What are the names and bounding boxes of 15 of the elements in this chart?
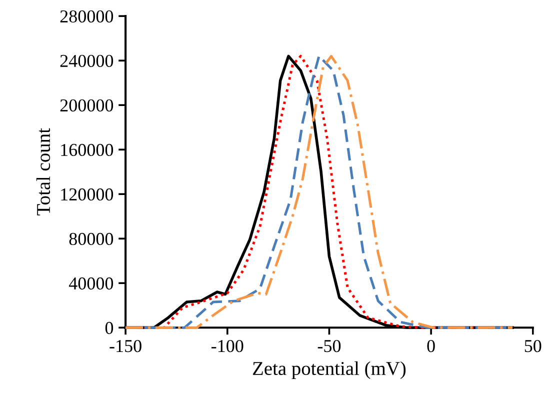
y-axis-title: Total count [36, 128, 50, 216]
x-tick-label: 50 [524, 340, 542, 352]
y-tick-label: 0 [105, 322, 114, 334]
y-tick-label: 200000 [60, 99, 114, 112]
x-tick-label: -50 [318, 340, 341, 352]
y-tick-label: 240000 [60, 54, 114, 68]
y-tick-label: 120000 [61, 188, 114, 201]
x-tick-label: -150 [110, 340, 142, 352]
y-tick-label: 40000 [68, 277, 114, 290]
x-tick-label: 0 [427, 340, 435, 352]
y-tick-label: 160000 [61, 144, 114, 156]
y-tick-label: 80000 [69, 232, 114, 246]
x-tick-label: -100 [212, 340, 244, 352]
x-axis-title: Zeta potential (mV) [252, 361, 406, 379]
y-tick-label: 280000 [60, 10, 114, 23]
